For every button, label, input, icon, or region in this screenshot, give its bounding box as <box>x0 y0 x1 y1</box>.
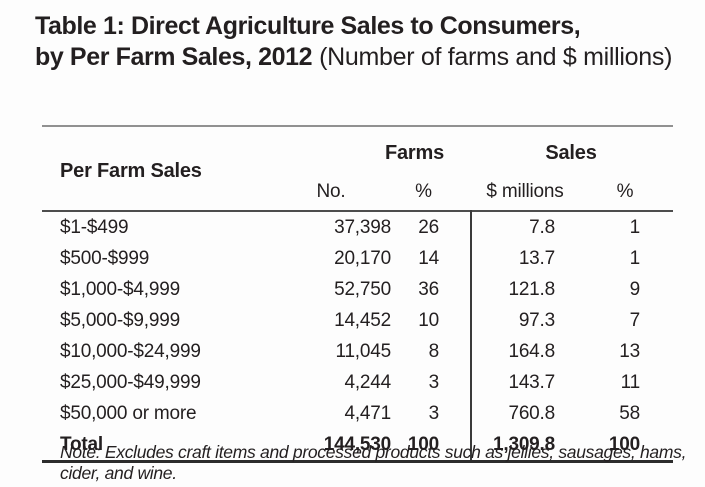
sales-millions-value: 13.7 <box>470 243 567 274</box>
title-line2-bold: by Per Farm Sales, 2012 <box>35 43 313 71</box>
total-farms-pct: 100 <box>407 433 439 455</box>
sales-pct-value: 9 <box>629 278 641 300</box>
table-total-row: Total 144,530 100 1,309.8 100 <box>42 429 673 462</box>
data-table: Per Farm Sales Farms Sales No. % $ milli… <box>42 125 673 463</box>
sales-millions-value: 97.3 <box>470 305 567 336</box>
total-sales-millions: 1,309.8 <box>470 429 567 462</box>
column-header-sales-millions: $ millions <box>486 181 564 202</box>
page: Table 1: Direct Agriculture Sales to Con… <box>0 11 705 483</box>
table-row: $1-$499 37,398 26 7.8 1 <box>42 211 673 243</box>
title-line2-subtitle: (Number of farms and $ millions) <box>319 43 673 71</box>
sales-pct-value: 13 <box>619 340 640 362</box>
sales-pct-value: 1 <box>629 247 641 269</box>
farms-no-value: 20,170 <box>334 247 391 269</box>
column-group-sales: Sales <box>471 126 673 174</box>
table-row: $10,000-$24,999 11,045 8 164.8 13 <box>42 336 673 367</box>
total-sales-pct: 100 <box>608 433 640 455</box>
table-row: $1,000-$4,999 52,750 36 121.8 9 <box>42 274 673 305</box>
farms-pct-value: 10 <box>418 309 439 331</box>
farms-pct-value: 14 <box>418 247 439 269</box>
farms-pct-value: 36 <box>418 278 439 300</box>
farms-pct-value: 26 <box>418 216 439 238</box>
row-label: $1,000-$4,999 <box>60 278 180 300</box>
column-group-sales-label: Sales <box>545 141 597 164</box>
sales-millions-value: 164.8 <box>470 336 567 367</box>
header-group-row: Per Farm Sales Farms Sales <box>42 126 673 182</box>
farms-no-value: 52,750 <box>334 278 391 300</box>
farms-pct-value: 3 <box>428 371 440 393</box>
table-row: $5,000-$9,999 14,452 10 97.3 7 <box>42 305 673 336</box>
column-group-farms-label: Farms <box>384 141 445 164</box>
row-label: $1-$499 <box>60 216 129 238</box>
sales-millions-value: 7.8 <box>470 211 567 243</box>
farms-pct-value: 3 <box>428 402 440 424</box>
row-label: $500-$999 <box>60 247 150 269</box>
table-row: $25,000-$49,999 4,244 3 143.7 11 <box>42 367 673 398</box>
sales-pct-value: 11 <box>620 371 641 393</box>
sales-millions-value: 760.8 <box>470 398 567 429</box>
title-line1: Table 1: Direct Agriculture Sales to Con… <box>35 12 581 40</box>
row-label: $10,000-$24,999 <box>60 340 201 362</box>
column-group-farms: Farms <box>292 126 471 174</box>
row-label: $50,000 or more <box>60 402 197 424</box>
farms-no-value: 4,471 <box>344 402 391 424</box>
column-header-farms-no: No. <box>316 181 346 202</box>
sales-millions-value: 121.8 <box>470 274 567 305</box>
farms-no-value: 37,398 <box>334 216 391 238</box>
total-farms-no: 144,530 <box>323 433 391 455</box>
table-title: Table 1: Direct Agriculture Sales to Con… <box>35 11 705 73</box>
table-row: $500-$999 20,170 14 13.7 1 <box>42 243 673 274</box>
column-header-sales-pct: % <box>616 181 634 202</box>
sales-millions-value: 143.7 <box>470 367 567 398</box>
total-label: Total <box>60 433 103 455</box>
sales-pct-value: 7 <box>629 309 641 331</box>
row-label: $5,000-$9,999 <box>60 309 180 331</box>
table-footnote: Note: Excludes craft items and processed… <box>60 442 687 483</box>
column-header-per-farm-sales: Per Farm Sales <box>60 159 202 182</box>
farms-no-value: 14,452 <box>334 309 391 331</box>
farms-pct-value: 8 <box>428 340 440 362</box>
sales-pct-value: 1 <box>629 216 641 238</box>
table-row: $50,000 or more 4,471 3 760.8 58 <box>42 398 673 429</box>
sales-pct-value: 58 <box>619 402 640 424</box>
farms-no-value: 11,045 <box>335 340 391 362</box>
header-sub-row: No. % $ millions % <box>42 174 673 211</box>
farms-no-value: 4,244 <box>344 371 391 393</box>
column-header-farms-pct: % <box>415 181 432 202</box>
row-label: $25,000-$49,999 <box>60 371 201 393</box>
